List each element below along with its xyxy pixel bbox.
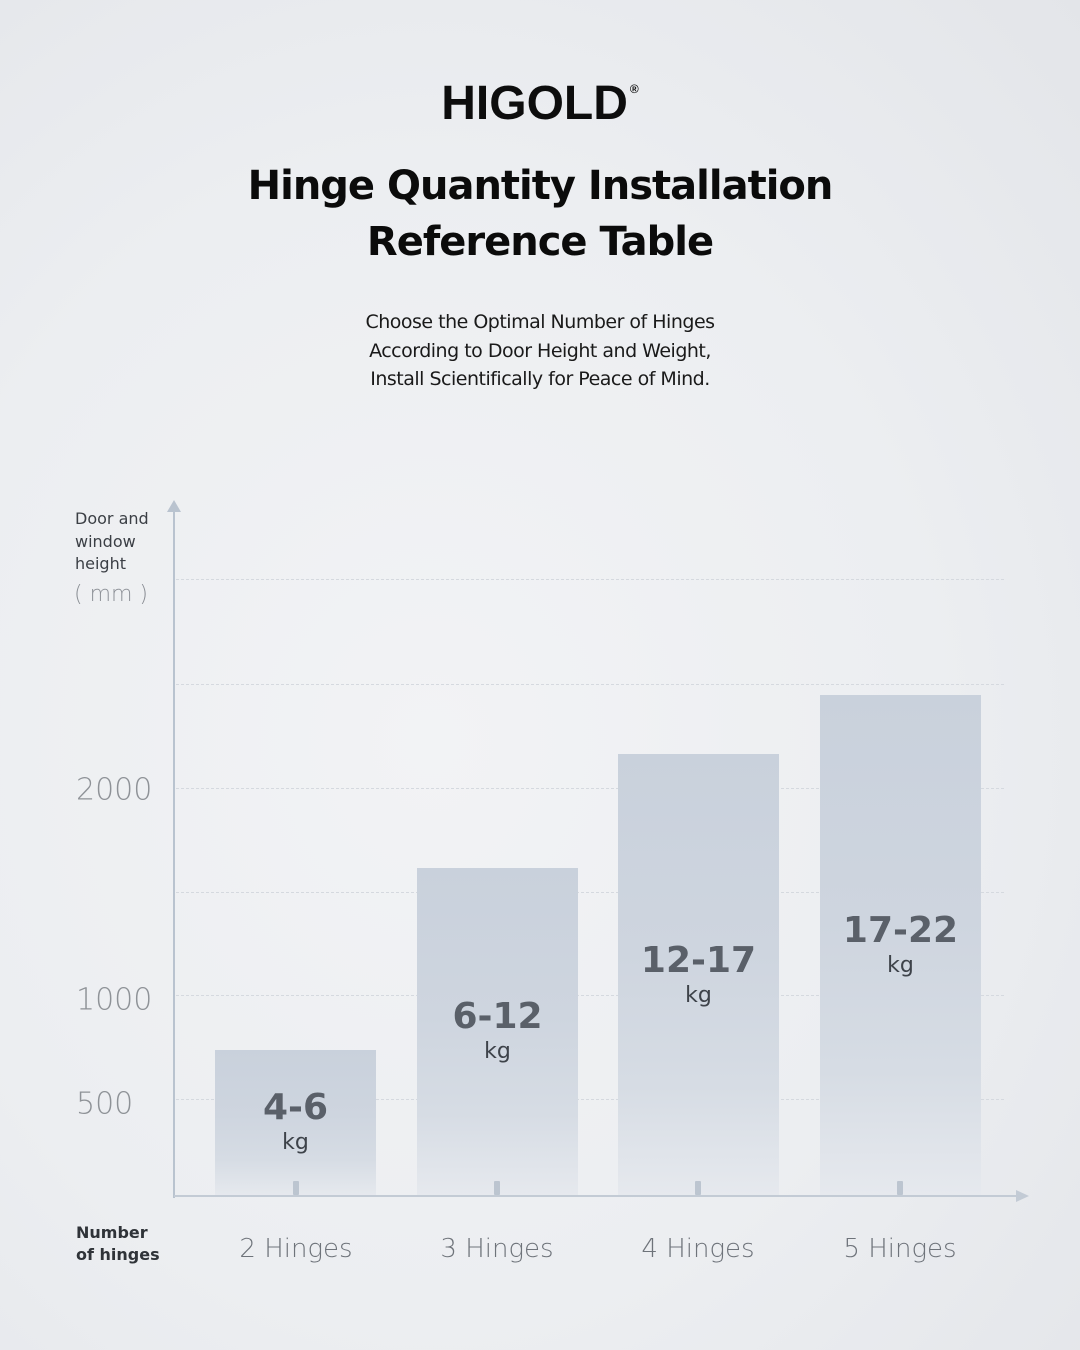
x-tick (293, 1181, 299, 1195)
y-label-line-3: height (75, 554, 126, 573)
weight-range: 4-6 (262, 1087, 329, 1128)
y-axis-unit: ( mm ) (74, 582, 149, 607)
y-tick-500: 500 (76, 1086, 134, 1122)
weight-unit: kg (685, 983, 712, 1008)
x-label-line-2: of hinges (76, 1245, 160, 1264)
x-tick (897, 1181, 903, 1195)
title-line-1: Hinge Quantity Installation (247, 163, 834, 209)
bar-3-hinges: 6-12 kg (417, 868, 578, 1196)
weight-unit: kg (484, 1039, 511, 1064)
bar-label: 12-17 kg (618, 941, 779, 1011)
x-label-line-1: Number (76, 1223, 148, 1242)
y-axis (173, 508, 175, 1198)
y-label-line-1: Door and (75, 509, 149, 528)
y-tick-1000: 1000 (76, 982, 153, 1018)
bar-4-hinges: 12-17 kg (618, 754, 779, 1196)
x-axis-arrow-icon (1016, 1190, 1029, 1202)
gridline (176, 1099, 1004, 1100)
subtitle: Choose the Optimal Number of Hinges Acco… (0, 308, 1080, 394)
x-category-2-hinges: 2 Hinges (239, 1234, 353, 1264)
x-axis (174, 1195, 1022, 1197)
x-tick (494, 1181, 500, 1195)
x-category-3-hinges: 3 Hinges (440, 1234, 554, 1264)
bar-5-hinges: 17-22 kg (820, 695, 981, 1196)
x-category-4-hinges: 4 Hinges (641, 1234, 755, 1264)
weight-unit: kg (887, 953, 914, 978)
brand-logo: HIGOLD ® (0, 76, 1080, 131)
x-tick (695, 1181, 701, 1195)
subtitle-line-3: Install Scientifically for Peace of Mind… (370, 368, 710, 390)
weight-range: 17-22 (842, 910, 959, 951)
bar-label: 17-22 kg (820, 911, 981, 981)
bar-2-hinges: 4-6 kg (215, 1050, 376, 1196)
gridline (176, 995, 1004, 996)
bar-label: 6-12 kg (417, 997, 578, 1067)
subtitle-line-1: Choose the Optimal Number of Hinges (365, 311, 715, 333)
page-title: Hinge Quantity Installation Reference Ta… (0, 158, 1080, 270)
registered-mark: ® (629, 82, 639, 96)
y-label-line-2: window (75, 531, 136, 551)
title-line-2: Reference Table (366, 219, 714, 265)
weight-range: 6-12 (452, 996, 543, 1037)
gridline (176, 579, 1004, 580)
x-axis-label: Number of hinges (76, 1222, 160, 1266)
weight-range: 12-17 (640, 940, 757, 981)
bar-label: 4-6 kg (215, 1088, 376, 1158)
subtitle-line-2: According to Door Height and Weight, (369, 339, 711, 362)
y-axis-label: Door and window height (75, 508, 149, 576)
x-category-5-hinges: 5 Hinges (843, 1234, 957, 1264)
gridline (176, 684, 1004, 685)
brand-name: HIGOLD (441, 77, 628, 130)
gridline (176, 892, 1004, 893)
gridline (176, 788, 1004, 789)
weight-unit: kg (282, 1130, 309, 1155)
y-tick-2000: 2000 (76, 772, 153, 808)
y-axis-arrow-icon (167, 500, 181, 512)
